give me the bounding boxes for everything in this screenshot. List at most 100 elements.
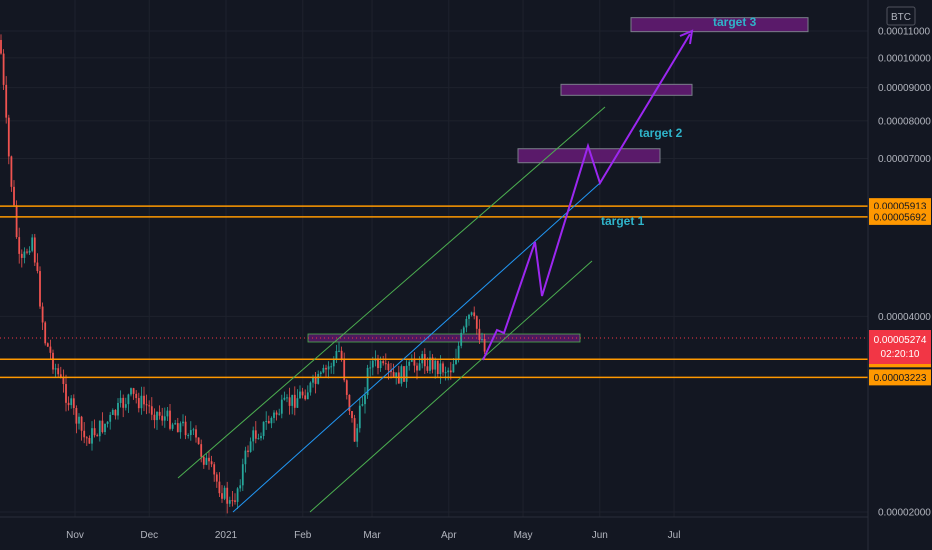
candle xyxy=(221,485,223,503)
horizontal-levels xyxy=(0,205,868,379)
candle xyxy=(122,394,125,418)
candle xyxy=(171,422,174,431)
target-zone-2 xyxy=(560,83,693,96)
x-tick-label: Jul xyxy=(668,530,681,541)
level-badge-value: 0.00005913 xyxy=(874,202,927,213)
candle xyxy=(96,433,99,437)
candle xyxy=(143,386,145,412)
candle xyxy=(236,487,239,509)
candle xyxy=(436,360,439,378)
candle xyxy=(387,361,390,380)
candle xyxy=(153,408,156,429)
candle xyxy=(101,412,104,434)
candle xyxy=(278,408,281,416)
candle xyxy=(460,329,463,349)
candle xyxy=(309,381,312,396)
candle xyxy=(70,395,73,409)
candle xyxy=(257,433,260,440)
projection-path xyxy=(482,33,691,361)
candle xyxy=(262,421,265,440)
candle xyxy=(41,302,44,331)
candle xyxy=(54,363,57,378)
candle xyxy=(124,397,127,411)
x-tick-label: 2021 xyxy=(215,530,238,541)
candle xyxy=(239,479,242,492)
candle xyxy=(148,400,151,414)
level-badge-value: 0.00003223 xyxy=(874,373,927,384)
candle xyxy=(135,390,138,404)
candle xyxy=(408,359,411,371)
candle xyxy=(59,366,62,379)
countdown-timer: 02:20:10 xyxy=(881,349,920,360)
x-tick-label: Feb xyxy=(294,530,312,541)
candle xyxy=(434,357,437,379)
candle xyxy=(26,248,28,255)
candle xyxy=(234,493,236,505)
candle xyxy=(137,392,140,413)
candle xyxy=(130,387,132,397)
candle xyxy=(33,233,36,267)
candle xyxy=(392,363,395,378)
candle xyxy=(382,355,385,366)
candle xyxy=(174,419,177,425)
candle xyxy=(252,426,255,451)
candle xyxy=(52,349,54,374)
candle xyxy=(319,370,322,378)
candle xyxy=(293,386,296,416)
candle xyxy=(345,379,348,400)
channel-lower-line xyxy=(309,260,593,513)
candle xyxy=(106,421,109,428)
level-badge xyxy=(869,208,931,225)
candle xyxy=(395,372,398,385)
candle xyxy=(140,386,143,415)
candle xyxy=(156,411,158,430)
candle xyxy=(267,415,270,424)
candle xyxy=(366,364,369,399)
candle xyxy=(384,353,387,370)
candle xyxy=(85,436,88,446)
candle xyxy=(44,321,47,346)
candle xyxy=(2,49,5,90)
x-tick-label: Mar xyxy=(363,530,381,541)
candle xyxy=(247,445,249,458)
candle xyxy=(374,350,377,367)
candle xyxy=(20,249,23,268)
target-2-label: target 2 xyxy=(639,126,683,140)
candle xyxy=(189,421,192,441)
candle xyxy=(176,417,179,433)
candle xyxy=(275,410,278,421)
candle xyxy=(23,247,26,264)
candle xyxy=(452,358,455,373)
time-axis[interactable]: Nov Dec 2021 Feb Mar Apr May Jun Jul xyxy=(66,530,680,541)
candle xyxy=(88,435,91,444)
candle xyxy=(163,407,166,428)
candle xyxy=(117,398,119,420)
candle xyxy=(184,415,187,440)
candle xyxy=(465,316,468,333)
x-tick-label: Jun xyxy=(592,530,608,541)
candle xyxy=(213,461,216,482)
price-axis[interactable]: 0.00011000 0.00010000 0.00009000 0.00008000… xyxy=(878,27,931,519)
candle xyxy=(291,394,294,415)
candle xyxy=(400,364,403,387)
candle xyxy=(369,360,372,377)
candle xyxy=(150,397,153,421)
candle xyxy=(397,365,400,384)
candle xyxy=(403,366,405,383)
grid xyxy=(0,0,868,517)
candle xyxy=(322,364,325,374)
y-tick-label: 0.00004000 xyxy=(878,312,931,323)
target-zones xyxy=(307,17,809,343)
candle xyxy=(169,404,171,431)
candle xyxy=(111,408,114,415)
candle xyxy=(145,394,148,415)
candle xyxy=(356,423,359,448)
candle xyxy=(91,421,93,451)
candle xyxy=(254,421,257,444)
candle xyxy=(10,155,13,192)
candle xyxy=(228,496,231,507)
candle xyxy=(410,354,413,363)
candle xyxy=(325,364,327,378)
candle xyxy=(413,352,416,373)
